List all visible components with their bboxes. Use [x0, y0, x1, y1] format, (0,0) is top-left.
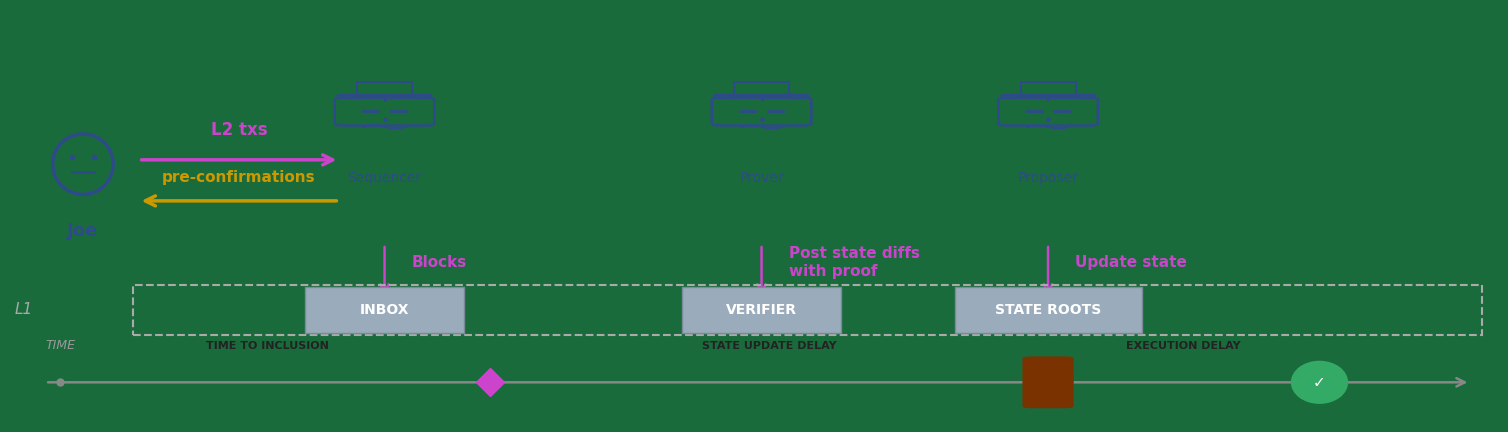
- Text: Proposer: Proposer: [1018, 171, 1078, 184]
- Text: Prover: Prover: [739, 171, 784, 184]
- FancyBboxPatch shape: [682, 287, 841, 333]
- Text: Update state: Update state: [1075, 255, 1187, 270]
- Text: EXECUTION DELAY: EXECUTION DELAY: [1126, 340, 1241, 351]
- FancyBboxPatch shape: [1022, 356, 1074, 408]
- Text: TIME: TIME: [45, 339, 75, 352]
- Text: Joe: Joe: [68, 222, 98, 241]
- Text: VERIFIER: VERIFIER: [725, 303, 798, 317]
- Text: L1: L1: [15, 302, 33, 318]
- Ellipse shape: [1291, 361, 1348, 404]
- Text: TIME TO INCLUSION: TIME TO INCLUSION: [207, 340, 329, 351]
- Text: STATE ROOTS: STATE ROOTS: [995, 303, 1101, 317]
- Text: Blocks: Blocks: [412, 255, 467, 270]
- Text: pre-confirmations: pre-confirmations: [163, 170, 315, 184]
- FancyBboxPatch shape: [955, 287, 1142, 333]
- FancyBboxPatch shape: [305, 287, 464, 333]
- Text: Sequencer: Sequencer: [347, 171, 422, 184]
- Text: STATE UPDATE DELAY: STATE UPDATE DELAY: [701, 340, 837, 351]
- Text: INBOX: INBOX: [360, 303, 409, 317]
- Text: L2 txs: L2 txs: [211, 121, 267, 139]
- Text: Post state diffs
with proof: Post state diffs with proof: [789, 246, 920, 279]
- Text: ✓: ✓: [1313, 375, 1326, 390]
